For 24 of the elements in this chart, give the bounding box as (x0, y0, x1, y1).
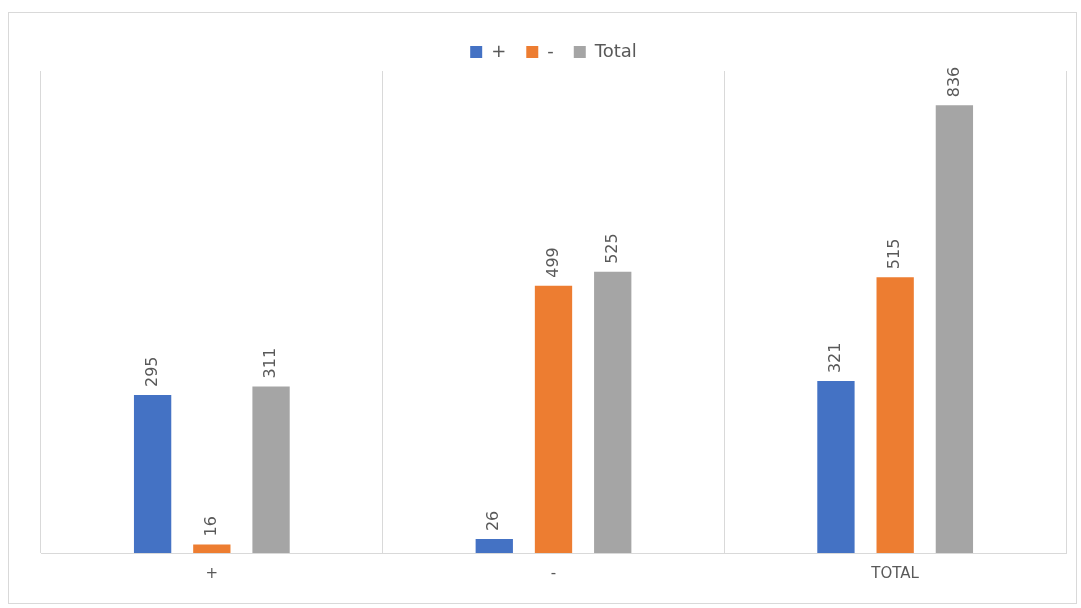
bar (534, 285, 573, 553)
bar (935, 105, 974, 553)
data-label: 311 (260, 347, 280, 379)
bar (193, 544, 231, 553)
bar (252, 386, 290, 553)
legend-label: + (491, 39, 507, 61)
data-label: 515 (884, 238, 904, 270)
bar (594, 271, 632, 553)
x-tick-label: + (205, 563, 219, 582)
bar (817, 381, 855, 553)
data-label: 321 (825, 342, 845, 374)
legend-label: - (547, 39, 554, 61)
data-label: 295 (141, 356, 161, 388)
data-label: 525 (601, 233, 621, 264)
bar (876, 277, 914, 553)
bar (475, 539, 513, 553)
x-tick-label: - (550, 563, 557, 582)
data-label: 836 (943, 66, 963, 98)
data-label: 26 (483, 510, 503, 532)
bar (133, 395, 172, 553)
x-tick-label: TOTAL (870, 563, 920, 582)
legend-label: Total (593, 39, 637, 61)
data-label: 499 (542, 247, 562, 278)
data-label: 16 (200, 516, 220, 537)
